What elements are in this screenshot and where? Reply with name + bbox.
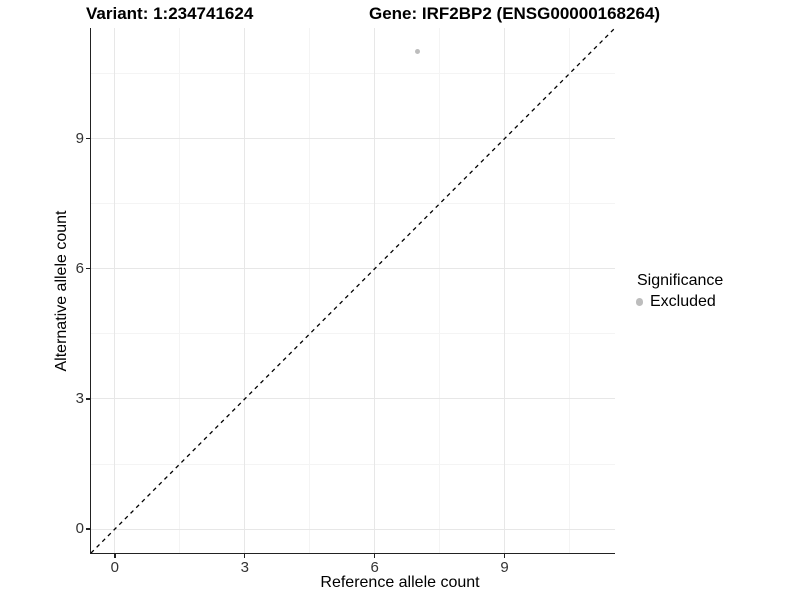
y-axis-tick [85,268,90,270]
major-gridline-horizontal [91,268,615,270]
major-gridline-vertical [504,28,506,553]
y-axis-tick [85,528,90,530]
minor-gridline-horizontal [91,73,615,75]
variant-title: Variant: 1:234741624 [86,4,254,23]
y-axis-tick-label: 3 [75,389,84,407]
y-axis-tick [85,398,90,400]
x-axis-tick [373,554,376,559]
x-axis-title: Reference allele count [320,574,480,591]
plot-panel: 0 3 6 9 0 3 6 9 [76,27,616,576]
x-axis-tick [244,554,246,559]
x-axis-tick-label: 9 [500,559,509,576]
major-gridline-vertical [374,28,376,553]
x-axis-tick-label: 3 [240,559,249,576]
minor-gridline-vertical [309,28,311,553]
legend-item-label: Excluded [650,293,716,310]
gene-title: Gene: IRF2BP2 (ENSG00000168264) [369,4,661,23]
major-gridline-vertical [244,28,246,553]
major-gridline-vertical [114,28,116,553]
minor-gridline-vertical [439,28,441,553]
major-gridline-horizontal [91,398,615,400]
minor-gridline-vertical [179,28,181,553]
minor-gridline-horizontal [91,463,615,465]
major-gridline-horizontal [91,138,615,140]
legend: Significance Excluded [632,272,723,311]
y-axis-title: Alternative allele count [53,210,70,372]
legend-key [632,295,647,310]
legend-item-excluded: Excluded [632,293,723,311]
excluded-point-icon [635,298,644,306]
legend-title: Significance [637,272,724,289]
y-axis-tick-label: 0 [75,520,84,538]
minor-gridline-horizontal [91,333,615,335]
x-axis-tick [503,554,506,559]
identity-line [90,27,616,554]
y-axis-tick-label: 6 [75,259,84,277]
minor-gridline-horizontal [91,203,615,205]
data-point [415,49,421,55]
major-gridline-horizontal [91,528,615,530]
y-axis-tick-label: 9 [75,129,84,147]
y-axis-tick [85,137,90,140]
minor-gridline-vertical [569,28,571,553]
x-axis-tick-label: 0 [110,559,119,576]
x-axis-tick-label: 6 [370,559,379,576]
x-axis-tick [114,554,116,559]
